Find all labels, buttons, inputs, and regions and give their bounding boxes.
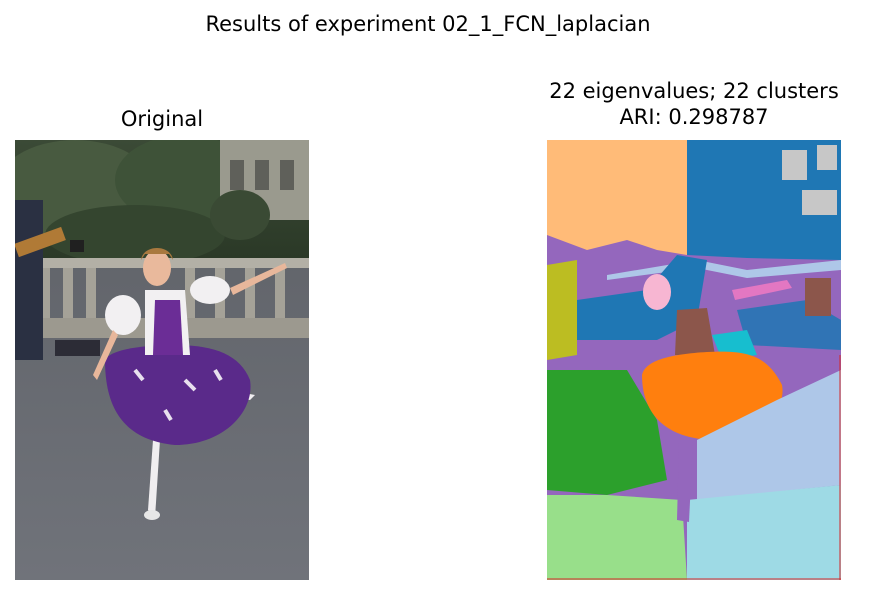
- segmentation-image: [547, 140, 841, 580]
- segmentation-title-line1: 22 eigenvalues; 22 clusters: [549, 79, 839, 103]
- original-photo-illustration: [15, 140, 309, 580]
- segmentation-title: 22 eigenvalues; 22 clusters ARI: 0.29878…: [494, 78, 881, 130]
- original-image: [15, 140, 309, 580]
- original-image-title: Original: [120, 107, 204, 131]
- figure-suptitle: Results of experiment 02_1_FCN_laplacian: [205, 12, 651, 36]
- segmentation-title-line2: ARI: 0.298787: [619, 105, 769, 129]
- cluster-map-illustration: [547, 140, 841, 580]
